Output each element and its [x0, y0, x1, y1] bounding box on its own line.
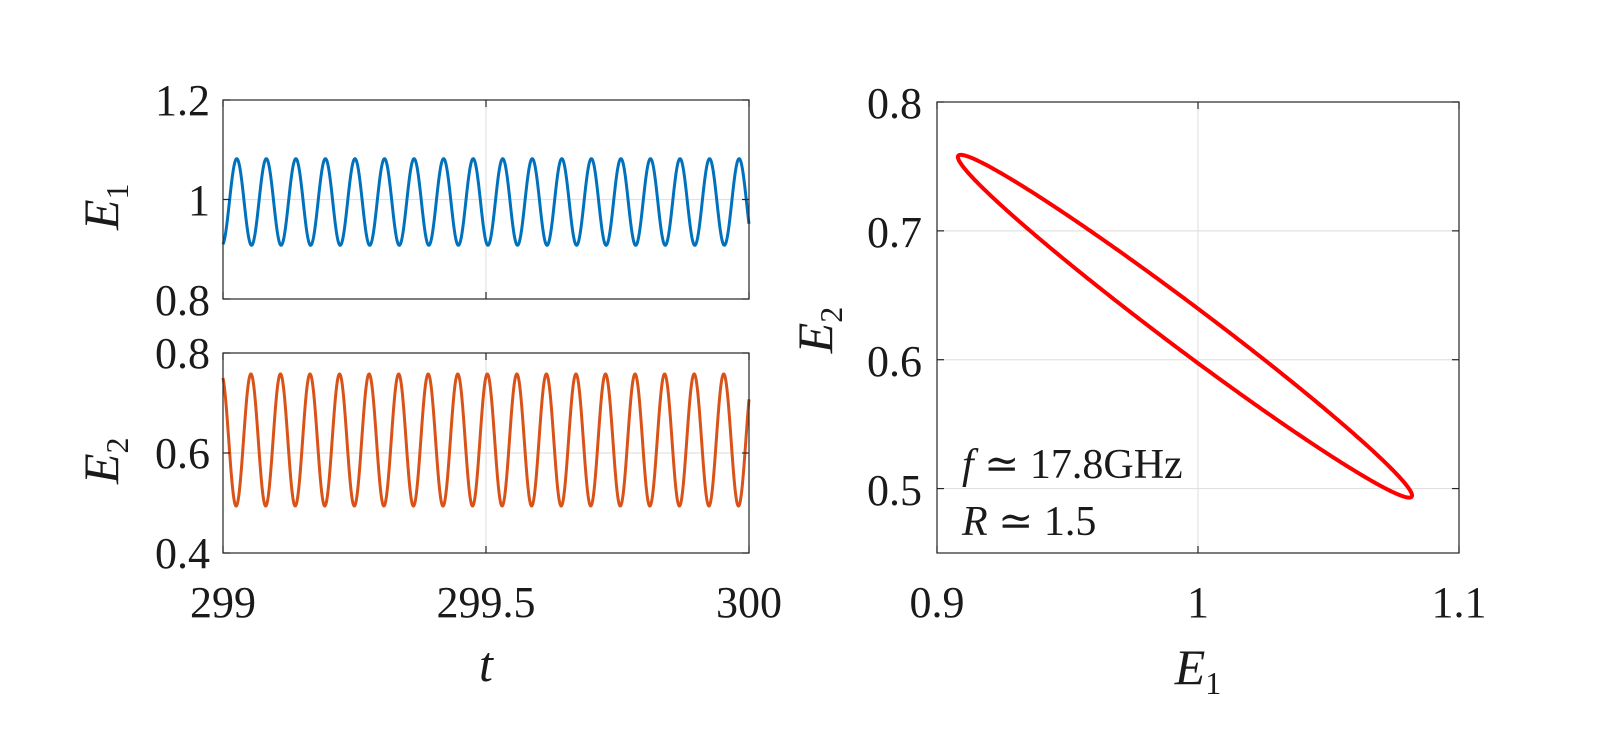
right-xtick-label: 1.1 — [1432, 578, 1487, 627]
right-xlabel: E1 — [1174, 639, 1222, 701]
e2-time-series-line — [221, 372, 751, 508]
right-xtick-label: 1 — [1187, 578, 1209, 627]
bottom-left-panel: 0.8 0.6 0.4 E2 299 299.5 300 t — [73, 329, 782, 692]
right-ylabel: E2 — [787, 307, 849, 355]
top-left-ylabel: E1 — [73, 183, 135, 231]
top-left-grid — [223, 100, 749, 299]
top-left-ytick-label: 0.8 — [155, 276, 210, 325]
bottom-left-ytick-label: 0.8 — [155, 329, 210, 378]
bottom-left-xtick-label: 299 — [190, 578, 256, 627]
right-ytick-label: 0.7 — [867, 208, 922, 257]
bottom-left-ylabel: E2 — [73, 437, 135, 485]
bottom-left-xtick-label: 300 — [716, 578, 782, 627]
bottom-left-ytick-label: 0.4 — [155, 529, 210, 578]
right-ytick-label: 0.8 — [867, 79, 922, 128]
right-tick-marks — [936, 101, 1460, 553]
right-grid — [937, 102, 1459, 553]
bottom-left-grid — [223, 353, 749, 553]
bottom-left-xtick-label: 299.5 — [437, 578, 536, 627]
right-ytick-label: 0.5 — [867, 466, 922, 515]
bottom-left-tick-marks — [222, 352, 750, 554]
right-panel: 0.8 0.7 0.6 0.5 0.9 1 1.1 E2 E1 f ≃ 17.8… — [787, 79, 1487, 701]
e1-time-series-line — [221, 157, 751, 247]
frequency-annotation: f ≃ 17.8GHz — [962, 442, 1183, 488]
right-ytick-label: 0.6 — [867, 337, 922, 386]
top-left-panel: 1.2 1 0.8 E1 — [73, 76, 751, 325]
phase-loop-line — [955, 152, 1415, 500]
top-left-tick-marks — [222, 99, 750, 300]
top-left-ytick-label: 1 — [188, 176, 210, 225]
bottom-left-ytick-label: 0.6 — [155, 429, 210, 478]
ratio-annotation: R ≃ 1.5 — [961, 499, 1096, 545]
bottom-left-xlabel: t — [479, 636, 494, 692]
right-xtick-label: 0.9 — [910, 578, 965, 627]
top-left-ytick-label: 1.2 — [155, 76, 210, 125]
